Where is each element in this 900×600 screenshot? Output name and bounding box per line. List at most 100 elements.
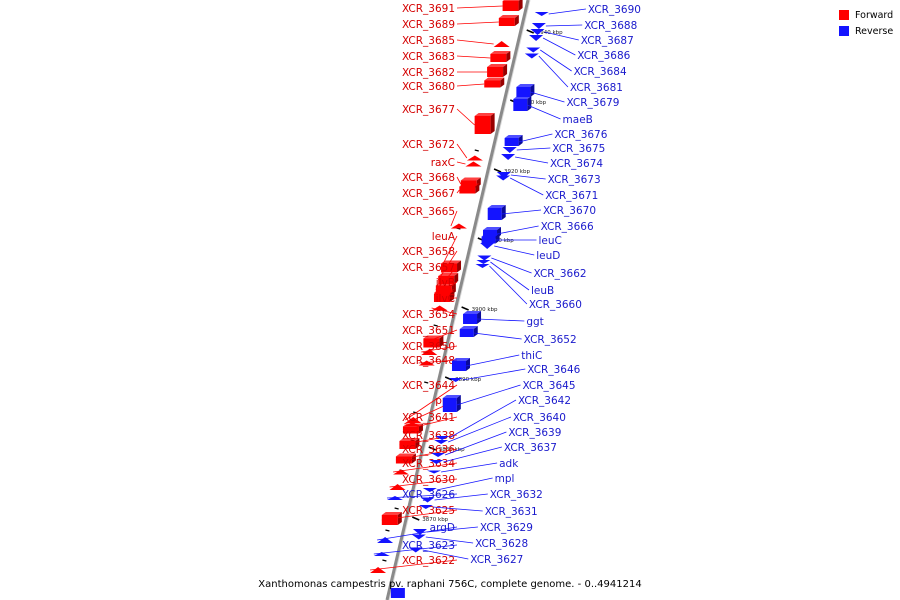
forward-gene-label[interactable]: XCR_3634: [402, 458, 455, 470]
forward-gene-label[interactable]: XCR_3665: [402, 206, 455, 218]
reverse-gene-label[interactable]: XCR_3679: [566, 97, 619, 109]
reverse-gene-label[interactable]: XCR_3632: [490, 489, 543, 501]
forward-gene-label[interactable]: XCR_3630: [402, 474, 455, 486]
forward-gene-XCR_3689[interactable]: XCR_3689: [402, 15, 519, 31]
reverse-gene-label[interactable]: adk: [499, 458, 519, 470]
forward-gene-label[interactable]: XCR_3648: [402, 355, 455, 367]
forward-gene-label[interactable]: XCR_3644: [402, 380, 455, 392]
reverse-gene-label[interactable]: XCR_3646: [527, 364, 580, 376]
reverse-gene-XCR_3642[interactable]: XCR_3642: [435, 395, 571, 440]
reverse-gene-label[interactable]: XCR_3662: [534, 268, 587, 280]
reverse-gene-label[interactable]: XCR_3640: [513, 412, 566, 424]
reverse-gene-XCR_3662[interactable]: XCR_3662: [477, 255, 587, 281]
forward-gene-XCR_3641[interactable]: XCR_3641: [402, 412, 458, 434]
forward-gene-XCR_3665[interactable]: XCR_3665: [402, 206, 467, 229]
forward-gene-XCR_3634[interactable]: XCR_3634: [393, 458, 458, 475]
forward-gene-XCR_3648[interactable]: XCR_3648: [402, 355, 458, 367]
reverse-gene-XCR_3673[interactable]: XCR_3673: [496, 172, 601, 186]
reverse-gene-XCR_3639[interactable]: XCR_3639: [431, 427, 561, 457]
reverse-gene-XCR_3645[interactable]: XCR_3645: [442, 380, 576, 412]
reverse-gene-label[interactable]: XCR_3631: [485, 506, 538, 518]
forward-gene-label[interactable]: XCR_3677: [402, 104, 455, 116]
reverse-gene-label[interactable]: XCR_3639: [508, 427, 561, 439]
forward-gene-label[interactable]: XCR_3683: [402, 51, 455, 63]
reverse-gene-thiC[interactable]: thiC: [451, 350, 542, 371]
reverse-gene-leuC[interactable]: leuC: [481, 233, 562, 248]
reverse-gene-label[interactable]: XCR_3674: [550, 158, 603, 170]
forward-gene-XCR_3654[interactable]: XCR_3654: [402, 305, 458, 322]
forward-gene-XCR_3650[interactable]: XCR_3650: [402, 341, 458, 355]
reverse-gene-label[interactable]: leuD: [536, 250, 560, 262]
forward-gene-XCR_3680[interactable]: XCR_3680: [402, 77, 505, 94]
forward-gene-XCR_3667[interactable]: XCR_3667: [402, 183, 480, 201]
reverse-gene-label[interactable]: XCR_3681: [570, 82, 623, 94]
reverse-gene-label[interactable]: mpl: [495, 473, 515, 485]
reverse-gene-label[interactable]: XCR_3673: [548, 174, 601, 186]
forward-gene-label[interactable]: XCR_3680: [402, 81, 455, 93]
reverse-gene-XCR_3632[interactable]: XCR_3632: [420, 489, 543, 503]
reverse-gene-XCR_3675[interactable]: XCR_3675: [502, 143, 606, 155]
reverse-gene-XCR_3629[interactable]: XCR_3629: [412, 522, 533, 535]
reverse-gene-XCR_3690[interactable]: XCR_3690: [534, 4, 641, 16]
forward-gene-XCR_3691[interactable]: XCR_3691: [402, 0, 523, 15]
reverse-gene-label[interactable]: XCR_3642: [518, 395, 571, 407]
forward-gene-label[interactable]: XCR_3622: [402, 555, 455, 567]
reverse-gene-XCR_3684[interactable]: XCR_3684: [526, 47, 627, 79]
reverse-gene-XCR_3686[interactable]: XCR_3686: [529, 35, 631, 62]
forward-gene-ilvC[interactable]: ilvC: [433, 291, 457, 305]
forward-gene-XCR_3685[interactable]: XCR_3685: [402, 35, 510, 47]
reverse-gene-XCR_3676[interactable]: XCR_3676: [504, 129, 608, 146]
forward-gene-XCR_3651[interactable]: XCR_3651: [402, 325, 458, 348]
forward-gene-label[interactable]: XCR_3623: [402, 540, 455, 552]
reverse-gene-maeB[interactable]: maeB: [513, 96, 593, 126]
reverse-gene-label[interactable]: XCR_3676: [554, 129, 607, 141]
reverse-gene-label[interactable]: thiC: [521, 350, 542, 362]
forward-gene-leuA[interactable]: leuA: [432, 231, 462, 273]
forward-gene-label[interactable]: XCR_3657: [402, 262, 455, 274]
reverse-gene-label[interactable]: XCR_3684: [574, 66, 627, 78]
reverse-gene-leuD[interactable]: leuD: [480, 243, 560, 262]
forward-gene-label[interactable]: XCR_3685: [402, 35, 455, 47]
forward-gene-label[interactable]: argD: [430, 522, 455, 534]
reverse-gene-XCR_3688[interactable]: XCR_3688: [531, 20, 637, 32]
forward-gene-label[interactable]: leuA: [432, 231, 456, 243]
forward-gene-XCR_3622[interactable]: XCR_3622: [370, 555, 458, 573]
reverse-gene-label[interactable]: XCR_3666: [541, 221, 594, 233]
reverse-gene-label[interactable]: XCR_3675: [552, 143, 605, 155]
forward-gene-label[interactable]: XCR_3689: [402, 19, 455, 31]
reverse-gene-ggt[interactable]: ggt: [463, 311, 544, 328]
forward-gene-label[interactable]: XCR_3658: [402, 246, 455, 258]
reverse-gene-label[interactable]: XCR_3652: [524, 334, 577, 346]
forward-gene-XCR_3630[interactable]: XCR_3630: [389, 474, 458, 490]
reverse-gene-leuB[interactable]: leuB: [476, 260, 554, 297]
forward-gene-label[interactable]: XCR_3682: [402, 67, 455, 79]
reverse-gene-label[interactable]: XCR_3637: [504, 442, 557, 454]
reverse-gene-XCR_3627[interactable]: XCR_3627: [408, 547, 524, 567]
forward-gene-label[interactable]: ilvC: [436, 293, 455, 305]
forward-gene-label[interactable]: raxC: [431, 157, 455, 169]
forward-gene-argD[interactable]: argD: [377, 522, 458, 543]
forward-gene-label[interactable]: XCR_3651: [402, 325, 455, 337]
reverse-gene-label[interactable]: XCR_3670: [543, 205, 596, 217]
reverse-gene-XCR_3637[interactable]: XCR_3637: [429, 442, 557, 464]
forward-gene-label[interactable]: XCR_3626: [402, 489, 455, 501]
reverse-gene-XCR_3674[interactable]: XCR_3674: [501, 154, 603, 170]
forward-gene-XCR_3626[interactable]: XCR_3626: [386, 489, 458, 501]
forward-gene-XCR_3658[interactable]: XCR_3658: [402, 246, 459, 284]
reverse-gene-label[interactable]: XCR_3627: [470, 554, 523, 566]
forward-gene-label[interactable]: XCR_3672: [402, 139, 455, 151]
reverse-gene-label[interactable]: XCR_3688: [584, 20, 637, 32]
forward-gene-label[interactable]: XCR_3691: [402, 3, 455, 15]
forward-gene-XCR_3672[interactable]: XCR_3672: [402, 139, 483, 161]
forward-gene-XCR_3677[interactable]: XCR_3677: [402, 104, 495, 134]
forward-gene-label[interactable]: XCR_3650: [402, 341, 455, 353]
reverse-gene-XCR_3652[interactable]: XCR_3652: [459, 326, 577, 346]
reverse-gene-XCR_3670[interactable]: XCR_3670: [487, 205, 596, 220]
reverse-gene-XCR_3679[interactable]: XCR_3679: [516, 84, 619, 109]
forward-gene-label[interactable]: XCR_3668: [402, 172, 455, 184]
reverse-gene-mpl[interactable]: mpl: [422, 473, 515, 492]
forward-gene-XCR_3682[interactable]: XCR_3682: [402, 64, 508, 79]
reverse-gene-XCR_3660[interactable]: XCR_3660: [475, 264, 582, 311]
reverse-gene-label[interactable]: XCR_3690: [588, 4, 641, 16]
forward-gene-label[interactable]: XCR_3641: [402, 412, 455, 424]
